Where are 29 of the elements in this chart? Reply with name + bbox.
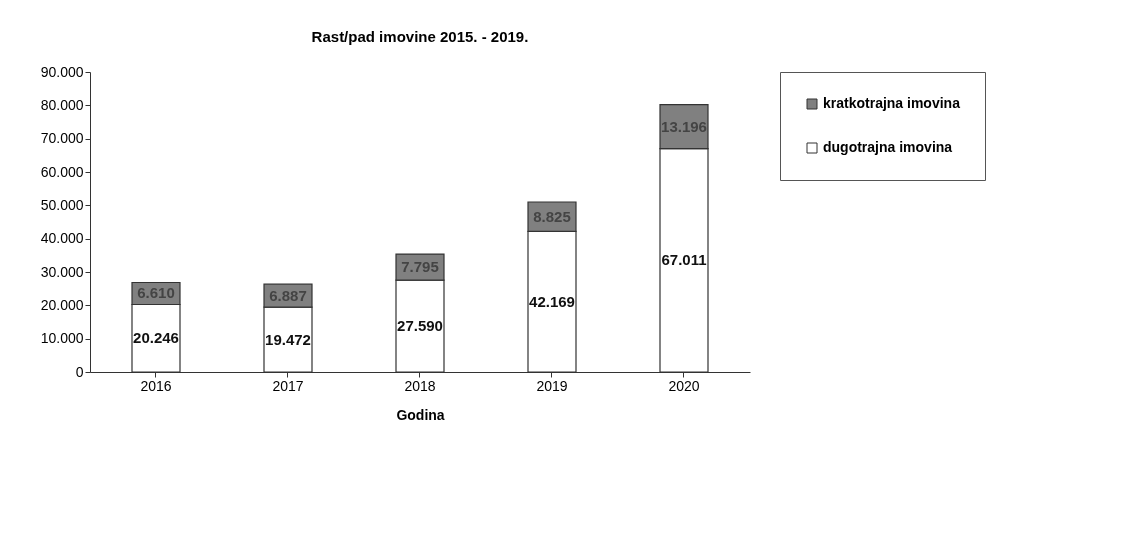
y-tick-label: 0 xyxy=(75,363,84,380)
legend-label: dugotrajna imovina xyxy=(823,139,953,155)
x-tick-label: 2016 xyxy=(140,377,172,394)
chart-title: Rast/pad imovine 2015. - 2019. xyxy=(311,28,529,45)
data-label: 42.169 xyxy=(529,292,575,310)
x-axis-title: Godina xyxy=(396,406,445,423)
data-label: 7.795 xyxy=(401,258,439,276)
data-label: 27.590 xyxy=(397,317,443,335)
x-tick-label: 2017 xyxy=(272,377,304,394)
data-label: 13.196 xyxy=(661,117,707,135)
y-tick-label: 50.000 xyxy=(40,196,84,213)
data-label: 20.246 xyxy=(133,329,179,347)
data-label: 8.825 xyxy=(533,207,571,225)
y-tick-label: 20.000 xyxy=(40,296,84,313)
legend-label: kratkotrajna imovina xyxy=(823,95,961,111)
y-tick-label: 10.000 xyxy=(40,330,84,347)
x-tick-label: 2019 xyxy=(536,377,568,394)
data-label: 6.887 xyxy=(269,286,307,304)
y-tick-label: 90.000 xyxy=(40,63,84,80)
data-label: 19.472 xyxy=(265,330,311,348)
y-tick-label: 30.000 xyxy=(40,263,84,280)
data-label: 67.011 xyxy=(661,251,707,269)
y-tick-label: 40.000 xyxy=(40,230,84,247)
x-tick-label: 2018 xyxy=(404,377,436,394)
y-tick-label: 70.000 xyxy=(40,130,84,147)
y-tick-label: 80.000 xyxy=(40,96,84,113)
y-tick-label: 60.000 xyxy=(40,163,84,180)
x-tick-label: 2020 xyxy=(668,377,700,394)
data-label: 6.610 xyxy=(137,284,175,302)
